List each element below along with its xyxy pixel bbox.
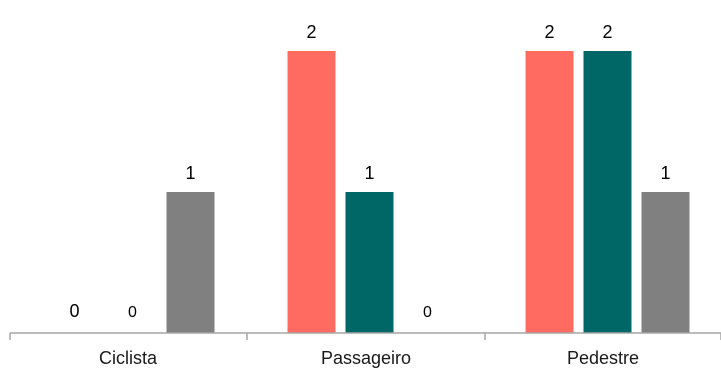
bar-pedestre-series-1 [525, 51, 574, 333]
bar-passageiro-series-2 [345, 192, 394, 333]
data-label-pedestre-series-2: 2 [602, 22, 612, 42]
data-label-passageiro-series-1: 2 [306, 22, 316, 42]
category-label-ciclista: Ciclista [99, 348, 158, 368]
bar-pedestre-series-2 [583, 51, 632, 333]
data-label-ciclista-series-1: 0 [69, 301, 79, 321]
data-label-ciclista-series-3: 1 [185, 163, 195, 183]
bar-passageiro-series-1 [287, 51, 336, 333]
bar-pedestre-series-3 [641, 192, 690, 333]
data-label-pedestre-series-1: 2 [544, 22, 554, 42]
data-label-ciclista-series-2: 0 [128, 304, 137, 321]
bar-ciclista-series-3 [166, 192, 215, 333]
category-label-passageiro: Passageiro [321, 348, 411, 368]
x-axis-ticks [9, 333, 721, 340]
category-label-pedestre: Pedestre [567, 348, 639, 368]
category-labels-group: Ciclista Passageiro Pedestre [99, 348, 639, 368]
data-labels-group: 0 0 1 2 1 0 2 2 1 [69, 22, 670, 321]
data-label-pedestre-series-3: 1 [660, 163, 670, 183]
bars-group [166, 51, 690, 333]
data-label-passageiro-series-3: 0 [423, 304, 432, 321]
data-label-passageiro-series-2: 1 [364, 163, 374, 183]
